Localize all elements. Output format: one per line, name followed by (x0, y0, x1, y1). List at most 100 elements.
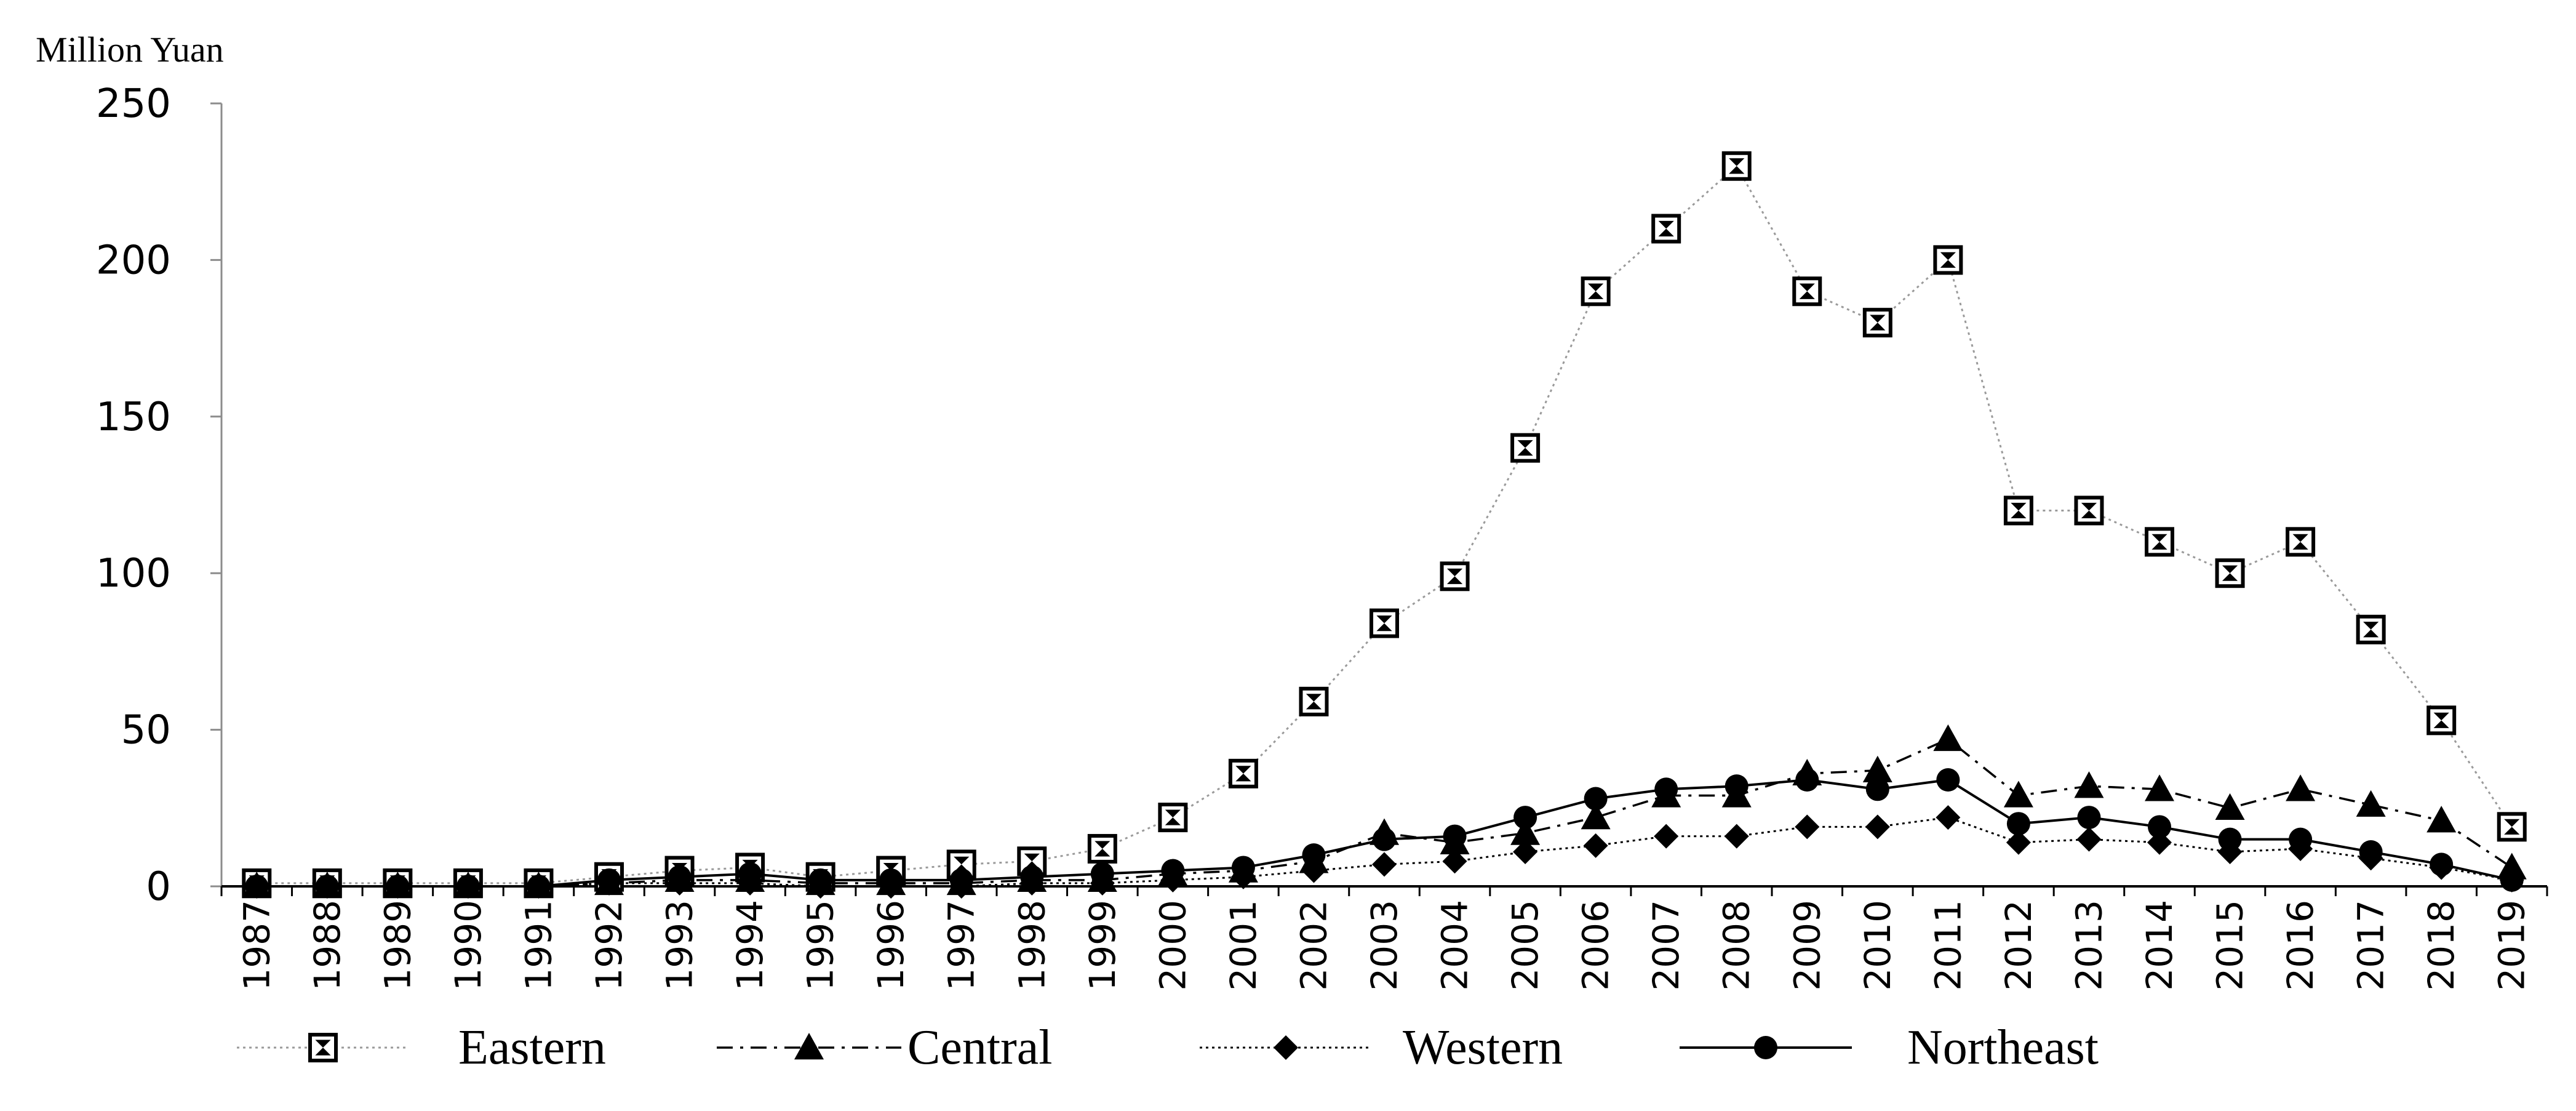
data-point-western (1936, 805, 1961, 830)
data-point-northeast (808, 868, 832, 892)
data-point-northeast (2500, 868, 2524, 892)
x-tick-label: 2007 (1645, 900, 1687, 991)
x-tick-label: 1988 (306, 900, 348, 991)
x-tick-label: 1996 (870, 900, 912, 991)
x-tick-label: 2009 (1786, 900, 1828, 991)
legend-marker-western (1274, 1035, 1298, 1060)
data-point-eastern (1087, 833, 1117, 864)
x-tick-label: 1991 (517, 900, 559, 991)
legend: Eastern Central Western Northeast (237, 1021, 2099, 1075)
x-tick-label: 2005 (1504, 900, 1546, 991)
data-point-northeast (949, 868, 973, 892)
data-point-northeast (1020, 865, 1044, 889)
marker-cross (1376, 616, 1392, 632)
marker-cross (315, 1040, 331, 1056)
data-point-central (2356, 790, 2386, 817)
x-tick-label: 2012 (1998, 900, 2040, 991)
data-point-eastern (2286, 527, 2316, 557)
marker-cross (1799, 283, 1815, 299)
data-point-northeast (1513, 806, 1537, 830)
data-point-northeast (2077, 806, 2101, 830)
data-point-northeast (1443, 824, 1467, 848)
data-point-northeast (527, 875, 551, 898)
y-tick-label: 150 (96, 395, 171, 440)
axes: 0 50 100 150 200 250 1987 1988 1989 1990 1991 1992 1… (96, 81, 2548, 991)
data-point-eastern (2426, 705, 2457, 736)
data-point-western (1513, 840, 1538, 865)
data-point-northeast (738, 862, 762, 886)
marker-cross (2081, 502, 2097, 519)
data-point-northeast (1795, 768, 1819, 792)
x-tick-label: 1999 (1082, 900, 1123, 991)
data-point-eastern (2215, 558, 2245, 588)
marker-cross (1306, 694, 1322, 710)
x-tick-label: 2008 (1716, 900, 1758, 991)
marker-cross (2292, 534, 2308, 550)
data-point-eastern (1581, 276, 1611, 307)
x-tick-label: 2001 (1222, 900, 1264, 991)
data-point-northeast (879, 868, 903, 892)
data-point-northeast (2289, 827, 2313, 851)
marker-cross (1095, 841, 1111, 857)
marker-box (2497, 812, 2527, 842)
data-point-central (2074, 771, 2104, 798)
data-point-central (1933, 724, 1963, 752)
data-point-western (1724, 824, 1749, 849)
data-point-central (2215, 793, 2245, 820)
y-tick-label: 50 (121, 708, 171, 753)
marker-cross (2222, 565, 2238, 581)
data-point-northeast (456, 875, 480, 898)
data-point-northeast (1936, 768, 1960, 792)
data-point-central (2426, 806, 2457, 833)
x-tick-label: 1987 (236, 900, 277, 991)
data-point-eastern (2497, 812, 2527, 842)
data-point-eastern (1228, 758, 1258, 788)
marker-box (1228, 758, 1258, 788)
marker-cross (1235, 766, 1251, 782)
data-point-northeast (2218, 827, 2242, 851)
data-point-western (2076, 827, 2102, 852)
data-point-northeast (315, 875, 339, 898)
marker-box (1510, 433, 1541, 463)
data-point-eastern (1651, 214, 1681, 244)
data-point-eastern (1299, 686, 1329, 716)
data-point-northeast (1302, 843, 1326, 867)
legend-item-western: Western (1200, 1021, 1563, 1075)
x-tick-label: 2016 (2279, 900, 2321, 991)
y-tick-label: 100 (96, 551, 171, 596)
legend-marker-northeast (1754, 1036, 1777, 1059)
series-markers-northeast (245, 768, 2524, 898)
data-point-western (1442, 849, 1467, 874)
data-point-central (2145, 774, 2174, 801)
marker-cross (1588, 283, 1604, 299)
legend-label-central: Central (907, 1021, 1052, 1075)
data-point-western (1583, 833, 1608, 858)
marker-box (1087, 833, 1117, 864)
data-point-northeast (1725, 774, 1749, 798)
data-point-central (2286, 774, 2316, 801)
x-tick-label: 2006 (1575, 900, 1617, 991)
data-point-eastern (1933, 245, 1963, 275)
data-point-northeast (1654, 777, 1678, 801)
data-point-northeast (597, 868, 621, 892)
data-point-western (1865, 814, 1890, 840)
marker-cross (1870, 315, 1886, 331)
x-tick-label: 2017 (2350, 900, 2392, 991)
x-tick-label: 2003 (1363, 900, 1405, 991)
data-point-northeast (1584, 787, 1608, 811)
marker-cross (1165, 809, 1181, 825)
x-tick-label: 2004 (1434, 900, 1476, 991)
marker-cross (2011, 502, 2027, 519)
x-tick-label: 2002 (1293, 900, 1334, 991)
data-point-northeast (2148, 815, 2171, 839)
data-point-eastern (1721, 151, 1752, 181)
marker-cross (1729, 158, 1745, 174)
series-line-central (257, 737, 2513, 888)
legend-marker-eastern (308, 1033, 338, 1062)
legend-label-northeast: Northeast (1907, 1021, 2099, 1075)
marker-box (2145, 527, 2174, 557)
data-point-eastern (2145, 527, 2174, 557)
legend-label-western: Western (1403, 1021, 1563, 1075)
